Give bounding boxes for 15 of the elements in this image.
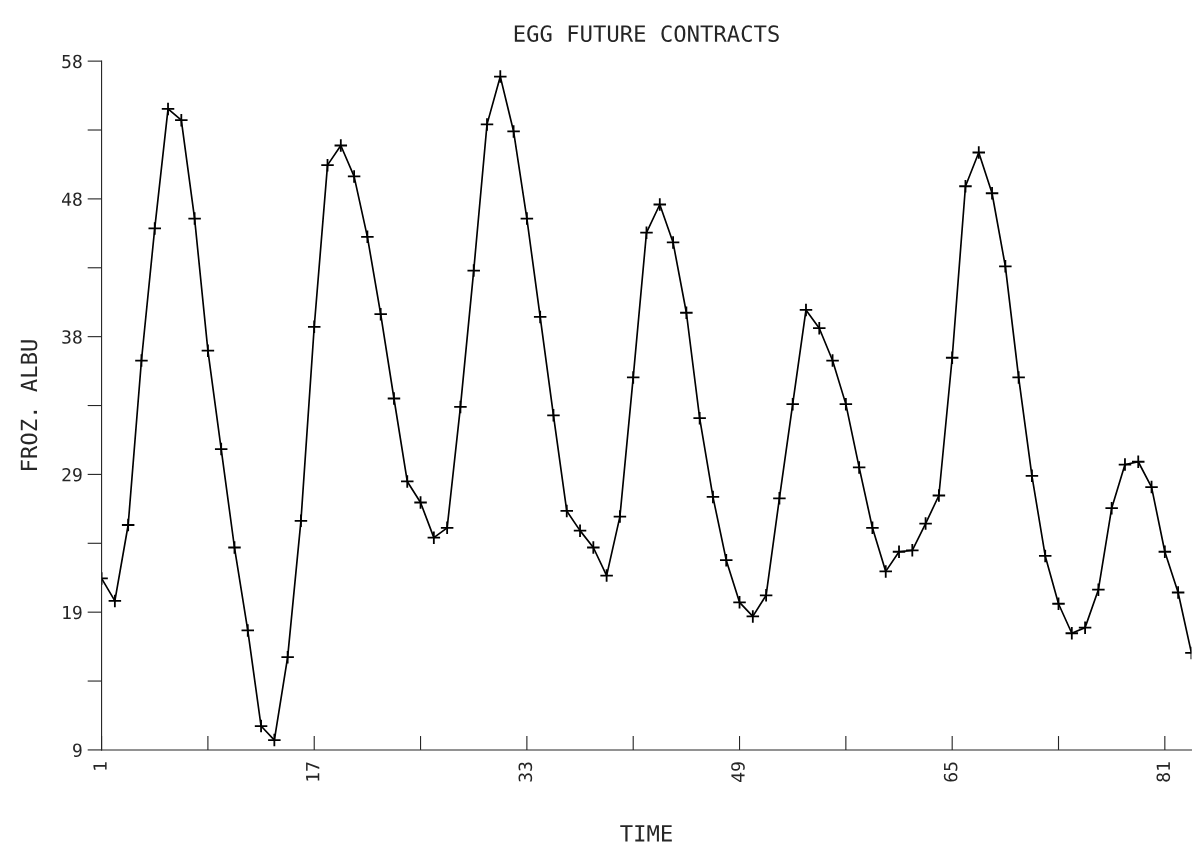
y-tick-label: 38 [62,330,82,344]
y-tick-label: 9 [73,743,82,758]
y-tick-label: 19 [63,605,82,620]
x-tick-label: 33 [518,762,533,782]
chart-title: EGG FUTURE CONTRACTS [514,25,779,42]
y-axis-title: FROZ. ALBU [20,340,38,470]
x-tick-label: 17 [306,762,320,781]
y-tick-label: 58 [62,54,82,69]
x-tick-label: 81 [1156,762,1171,782]
x-tick-label: 65 [943,762,958,782]
x-axis-title: TIME [620,825,672,842]
x-tick-label: 1 [93,762,107,770]
y-tick-label: 29 [62,467,82,482]
x-tick-label: 49 [731,762,745,782]
y-tick-label: 48 [61,192,82,207]
